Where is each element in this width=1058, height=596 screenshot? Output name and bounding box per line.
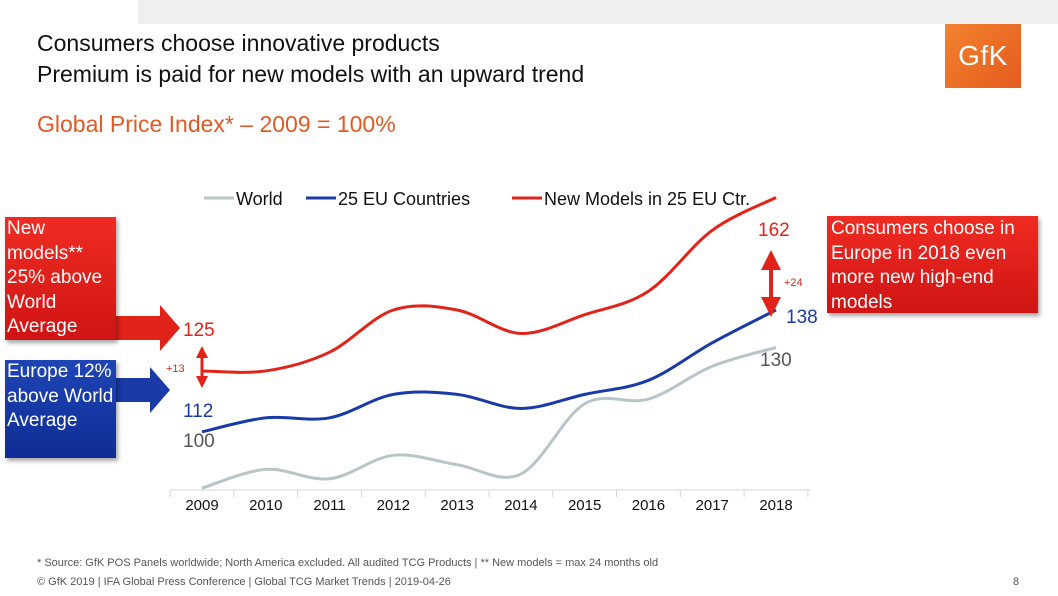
top-bar	[138, 0, 1058, 24]
x-tick-label-2017: 2017	[696, 497, 729, 514]
x-tick-label-2014: 2014	[504, 497, 537, 514]
x-tick-label-2013: 2013	[440, 497, 473, 514]
label-new-models-2009: 125	[183, 320, 215, 341]
label-eu-2018: 138	[786, 307, 818, 328]
gap-label-2018: +24	[784, 277, 803, 289]
label-world-2009: 100	[183, 431, 215, 452]
page-title-line2: Premium is paid for new models with an u…	[37, 61, 585, 87]
x-tick-label-2016: 2016	[632, 497, 665, 514]
copyright: © GfK 2019 | IFA Global Press Conference…	[37, 576, 451, 588]
footnote: * Source: GfK POS Panels worldwide; Nort…	[37, 557, 659, 569]
x-tick-label-2011: 2011	[313, 497, 345, 514]
callout-arrow-new-models	[114, 305, 180, 351]
gap-label-2009: +13	[166, 363, 185, 375]
callout-new-models: New models** 25% above World Average	[5, 217, 116, 340]
x-tick-label-2012: 2012	[377, 497, 410, 514]
label-eu-2009: 112	[183, 401, 213, 422]
x-tick-label-2010: 2010	[249, 497, 282, 514]
chart-subtitle: Global Price Index* – 2009 = 100%	[37, 111, 396, 137]
legend-label-eu: 25 EU Countries	[338, 189, 470, 209]
legend-label-new-models: New Models in 25 EU Ctr.	[544, 189, 750, 209]
x-tick-label-2018: 2018	[759, 497, 792, 514]
callout-consumers-2018: Consumers choose in Europe in 2018 even …	[827, 216, 1038, 313]
callout-arrow-europe	[114, 367, 170, 413]
label-world-2018: 130	[760, 350, 792, 371]
page-number: 8	[1013, 576, 1020, 588]
series-line-eu	[201, 308, 777, 434]
legend-label-world: World	[236, 189, 283, 209]
callout-europe: Europe 12% above World Average	[5, 360, 116, 458]
series-line-world	[201, 346, 777, 490]
x-tick-label-2009: 2009	[185, 497, 218, 514]
x-tick-label-2015: 2015	[568, 497, 601, 514]
gfk-logo: GfK	[945, 24, 1021, 88]
label-new-models-2018: 162	[758, 220, 790, 241]
page-title-line1: Consumers choose innovative products	[37, 30, 440, 56]
series-line-new-models	[201, 196, 777, 374]
